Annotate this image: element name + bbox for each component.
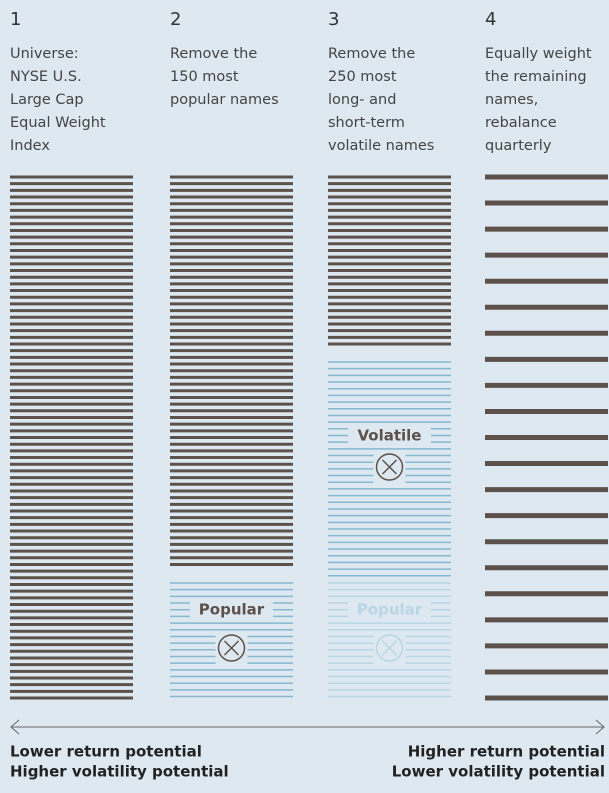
step-description: Universe: — [10, 46, 79, 62]
step-description: popular names — [170, 92, 279, 108]
step-description: Remove the — [170, 46, 257, 62]
footer-left: Higher volatility potential — [10, 763, 229, 781]
step-description: NYSE U.S. — [10, 69, 82, 85]
remove-icon-x — [381, 459, 398, 475]
remove-icon-x — [381, 640, 398, 656]
step-description: rebalance — [485, 115, 557, 131]
tag-bg — [190, 600, 273, 620]
remove-icon-x — [223, 640, 240, 656]
step-description: quarterly — [485, 138, 552, 154]
tag-bg — [348, 426, 431, 446]
arrow — [10, 719, 605, 735]
tag-label: Popular — [357, 601, 423, 619]
step-description: volatile names — [328, 138, 434, 154]
step-description: Equal Weight — [10, 115, 106, 131]
step-number: 1 — [10, 9, 21, 30]
footer-left: Lower return potential — [10, 743, 202, 761]
step-description: Large Cap — [10, 92, 84, 108]
step-description: Remove the — [328, 46, 415, 62]
step-number: 3 — [328, 9, 339, 30]
step-description: names, — [485, 92, 538, 108]
remove-icon — [217, 634, 246, 662]
step-description: short-term — [328, 115, 405, 131]
footer-right: Lower volatility potential — [392, 763, 605, 781]
tag-label: Popular — [199, 601, 265, 619]
step-description: 150 most — [170, 69, 239, 85]
step-number: 2 — [170, 9, 181, 30]
step-description: long- and — [328, 92, 396, 108]
remove-icon — [375, 453, 404, 481]
tag-label: Volatile — [358, 427, 422, 445]
tag-bg — [348, 600, 431, 620]
step-description: Equally weight — [485, 46, 592, 62]
step-number: 4 — [485, 9, 496, 30]
step-description: Index — [10, 138, 50, 154]
step-description: the remaining — [485, 69, 587, 85]
footer-right: Higher return potential — [408, 743, 605, 761]
remove-icon — [375, 634, 404, 662]
step-description: 250 most — [328, 69, 397, 85]
